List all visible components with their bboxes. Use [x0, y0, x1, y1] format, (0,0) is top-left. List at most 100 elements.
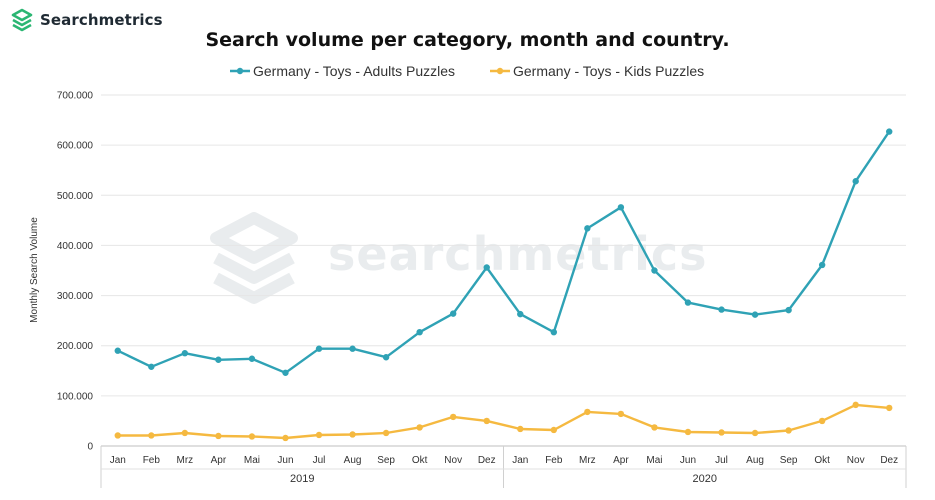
legend-item: Germany - Toys - Adults Puzzles: [230, 63, 455, 79]
x-tick-label: Sep: [377, 455, 395, 466]
legend-item: Germany - Toys - Kids Puzzles: [490, 63, 704, 79]
data-point: [852, 401, 859, 409]
x-group-label: 2019: [290, 473, 314, 485]
x-tick-label: Jan: [512, 455, 528, 466]
y-axis-ticks: 0 100.000 200.000 300.000 400.000 500.000 600.…: [57, 91, 94, 453]
y-tick-label: 0: [87, 442, 93, 453]
data-point: [886, 128, 893, 135]
data-point: [349, 431, 356, 438]
y-tick-label: 100.000: [57, 391, 94, 402]
x-axis: Jan Feb Mrz Apr Mai Jun Jul Aug Sep Okt Nov Dez Jan F…: [100, 446, 907, 488]
legend-swatch-marker: [496, 67, 504, 75]
y-tick-label: 300.000: [57, 291, 94, 302]
data-point: [315, 345, 323, 352]
legend-label: Germany - Toys - Kids Puzzles: [513, 63, 704, 79]
watermark-logo-icon: [210, 212, 298, 304]
legend-label: Germany - Toys - Adults Puzzles: [253, 63, 455, 79]
y-tick-label: 500.000: [57, 191, 94, 202]
x-group-label: 2020: [693, 473, 717, 485]
x-tick-label: Apr: [211, 455, 227, 466]
data-point: [382, 354, 390, 361]
x-tick-label: Jul: [313, 455, 326, 466]
data-point: [449, 413, 457, 421]
data-point: [617, 204, 625, 211]
data-point: [483, 417, 490, 425]
data-point: [718, 429, 725, 436]
data-point: [181, 429, 189, 437]
data-point: [684, 428, 692, 436]
data-point: [181, 350, 189, 357]
y-tick-label: 700.000: [57, 91, 94, 102]
data-point: [550, 328, 558, 336]
data-point: [886, 404, 893, 412]
x-tick-label: Nov: [847, 455, 865, 466]
x-tick-label: Jan: [110, 455, 126, 466]
x-tick-label: Sep: [780, 455, 798, 466]
data-point: [651, 424, 658, 431]
x-tick-label: Dez: [880, 455, 898, 466]
data-point: [449, 310, 457, 317]
x-tick-label: Jul: [715, 455, 728, 466]
data-point: [818, 417, 826, 425]
data-point: [684, 299, 692, 306]
legend-swatch-marker: [236, 67, 244, 75]
series: [114, 128, 893, 442]
x-tick-label: Jun: [277, 455, 293, 466]
series-1: [114, 128, 893, 376]
searchmetrics-logo: Searchmetrics: [10, 8, 163, 32]
data-point: [651, 267, 658, 274]
searchmetrics-logo-icon: [11, 8, 33, 32]
x-tick-label: Feb: [143, 455, 161, 466]
data-point: [382, 429, 390, 437]
data-point: [751, 429, 759, 437]
data-point: [517, 310, 524, 318]
watermark: searchmetrics: [210, 212, 707, 304]
series-line: [117, 130, 891, 374]
data-point: [215, 432, 222, 440]
x-tick-label: Jun: [680, 455, 696, 466]
data-point: [114, 347, 121, 354]
x-tick-label: Mai: [646, 455, 662, 466]
data-point: [215, 356, 222, 363]
data-point: [416, 424, 423, 431]
y-axis-label: Monthly Search Volume: [29, 217, 40, 323]
x-tick-label: Feb: [545, 455, 563, 466]
x-tick-label: Okt: [814, 455, 830, 466]
data-point: [282, 369, 289, 376]
data-point: [751, 311, 759, 318]
data-point: [114, 432, 121, 439]
y-tick-label: 600.000: [57, 141, 94, 152]
x-tick-label: Apr: [613, 455, 629, 466]
data-point: [248, 433, 256, 440]
y-tick-label: 400.000: [57, 241, 94, 252]
y-tick-label: 200.000: [57, 341, 94, 352]
data-point: [148, 432, 155, 439]
data-point: [248, 355, 256, 362]
data-point: [584, 225, 591, 232]
data-point: [617, 410, 625, 418]
x-tick-label: Aug: [344, 455, 362, 466]
series-line: [117, 403, 890, 440]
legend: Germany - Toys - Adults Puzzles Germany -…: [230, 63, 704, 79]
data-point: [282, 434, 289, 442]
data-point: [818, 261, 826, 269]
x-tick-label: Okt: [412, 455, 428, 466]
data-point: [315, 431, 323, 439]
x-tick-label: Aug: [746, 455, 764, 466]
data-point: [517, 425, 524, 433]
series-2: [114, 401, 893, 442]
data-point: [416, 328, 423, 336]
data-point: [718, 306, 725, 313]
data-point: [785, 306, 792, 314]
data-point: [349, 345, 356, 352]
x-tick-label: Mai: [244, 455, 260, 466]
logo-text: Searchmetrics: [40, 11, 163, 29]
data-point: [550, 426, 558, 434]
x-tick-label: Nov: [444, 455, 462, 466]
x-tick-label: Dez: [478, 455, 496, 466]
data-point: [483, 264, 490, 271]
x-tick-label: Mrz: [177, 455, 194, 466]
x-tick-label: Mrz: [579, 455, 596, 466]
data-point: [148, 363, 155, 370]
